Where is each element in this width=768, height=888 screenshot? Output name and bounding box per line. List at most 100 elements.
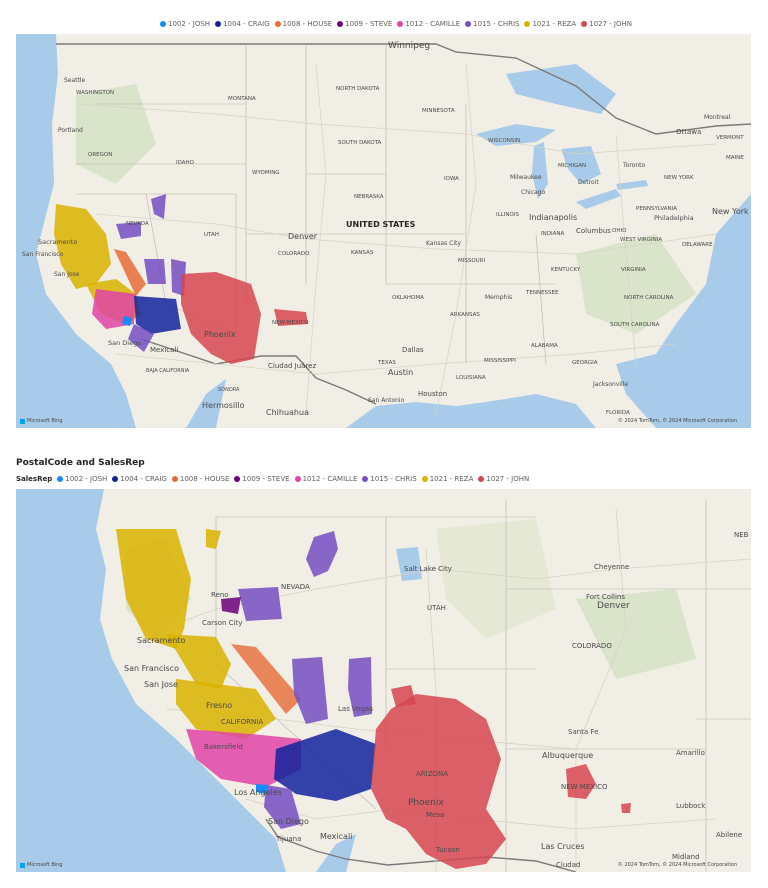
region-john[interactable] (274, 309, 308, 326)
map-canvas: Salt Lake City NEVADA Cheyenne NEB Fort … (16, 489, 751, 872)
label-united-states: UNITED STATES (346, 220, 416, 229)
legend-item-house[interactable]: 1008 - HOUSE (274, 20, 332, 28)
legend-dot-icon (337, 21, 344, 27)
lake-winnipeg-region (506, 64, 616, 114)
region-camille[interactable] (186, 729, 301, 787)
region-chris[interactable] (128, 324, 154, 352)
label-kansas-city: Kansas City (426, 240, 461, 247)
legend-item-house[interactable]: 1008 - HOUSE (171, 475, 229, 483)
label-milwaukee: Milwaukee (510, 174, 542, 181)
legend-item-camille[interactable]: 1012 - CAMILLE (397, 20, 460, 28)
map-us-overview[interactable]: Winnipeg Seattle WASHINGTON MONTANA NORT… (16, 34, 751, 428)
label-san-diego: San Diego (108, 339, 141, 347)
label-cheyenne: Cheyenne (594, 563, 629, 571)
region-reza[interactable] (166, 634, 231, 689)
label-ciudad: Ciudad (556, 861, 580, 869)
label-ottawa: Ottawa (676, 128, 701, 136)
label-nebraska: NEBRASKA (354, 194, 384, 200)
chart-title: PostalCode and SalesRep (16, 458, 145, 468)
label-reno: Reno (211, 591, 229, 599)
region-chris[interactable] (292, 657, 328, 724)
label-columbus: Columbus (576, 227, 611, 235)
label-iowa: IOWA (444, 176, 459, 182)
region-reza[interactable] (54, 204, 111, 289)
sales-regions (54, 194, 308, 364)
lake-ontario (616, 180, 648, 190)
label-carson-city: Carson City (202, 619, 242, 627)
label-denver: Denver (597, 601, 630, 611)
label-virginia: VIRGINIA (621, 267, 646, 273)
legend-item-camille[interactable]: 1012 - CAMILLE (294, 475, 357, 483)
label-nevada: NEVADA (281, 583, 310, 591)
legend-item-craig[interactable]: 1004 - CRAIG (112, 475, 167, 483)
region-josh[interactable] (256, 784, 268, 794)
label-winnipeg: Winnipeg (388, 41, 430, 51)
label-maine: MAINE (726, 155, 744, 161)
label-mexicali: Mexicali (320, 832, 352, 841)
label-memphis: Memphis (485, 294, 512, 301)
region-reza[interactable] (116, 529, 191, 649)
label-san-francisco: San Francisco (124, 664, 179, 673)
pacific-ocean (16, 34, 136, 428)
legend-dot-icon (362, 476, 369, 482)
region-craig[interactable] (134, 296, 181, 334)
region-craig[interactable] (274, 729, 376, 801)
region-steve[interactable] (221, 597, 241, 614)
legend-item-reza[interactable]: 1021 - REZA (524, 20, 576, 28)
legend-item-steve[interactable]: 1009 - STEVE (337, 20, 392, 28)
legend-item-john[interactable]: 1027 - JOHN (478, 475, 529, 483)
region-chris[interactable] (238, 587, 282, 621)
state-borders (76, 44, 556, 365)
region-john[interactable] (181, 272, 261, 364)
label-south-dakota: SOUTH DAKOTA (338, 140, 382, 146)
microsoft-logo-icon (20, 418, 25, 424)
label-hermosillo: Hermosillo (202, 401, 245, 410)
label-midland: Midland (672, 853, 700, 861)
label-lubbock: Lubbock (676, 802, 706, 810)
label-colorado: COLORADO (278, 251, 310, 257)
legend-item-john[interactable]: 1027 - JOHN (581, 20, 632, 28)
region-john[interactable] (391, 685, 416, 707)
label-san-jose: San Jose (144, 680, 178, 689)
legend-item-josh[interactable]: 1002 - JOSH (160, 20, 210, 28)
legend-item-chris[interactable]: 1015 - CHRIS (362, 475, 417, 483)
legend-item-craig[interactable]: 1004 - CRAIG (215, 20, 270, 28)
region-chris[interactable] (264, 785, 301, 829)
label-washington: WASHINGTON (76, 90, 114, 96)
label-arkansas: ARKANSAS (450, 312, 480, 318)
legend-item-chris[interactable]: 1015 - CHRIS (465, 20, 519, 28)
bottom-legend: SalesRep 1002 - JOSH 1004 - CRAIG 1008 -… (16, 475, 529, 483)
legend-item-steve[interactable]: 1009 - STEVE (234, 475, 290, 483)
bing-logo: Microsoft Bing (20, 862, 63, 868)
region-chris[interactable] (306, 531, 338, 577)
region-chris[interactable] (348, 657, 372, 717)
region-john[interactable] (371, 694, 506, 869)
region-reza[interactable] (176, 679, 276, 739)
region-josh[interactable] (122, 316, 132, 326)
region-chris[interactable] (144, 259, 166, 284)
region-john[interactable] (566, 764, 596, 799)
label-california: CALIFORNIA (221, 718, 263, 726)
label-san-diego: San Diego (268, 817, 309, 826)
label-abilene: Abilene (716, 831, 742, 839)
label-dallas: Dallas (402, 346, 424, 354)
map-southwest-detail[interactable]: Salt Lake City NEVADA Cheyenne NEB Fort … (16, 489, 751, 872)
label-oklahoma: OKLAHOMA (392, 295, 424, 301)
region-house[interactable] (231, 644, 301, 714)
region-reza[interactable] (206, 529, 221, 549)
legend-dot-icon (234, 476, 241, 482)
legend-item-josh[interactable]: 1002 - JOSH (57, 475, 107, 483)
label-idaho: IDAHO (176, 160, 195, 166)
region-chris[interactable] (151, 194, 166, 219)
label-new-york-state: NEW YORK (664, 175, 694, 181)
region-john[interactable] (621, 803, 631, 813)
region-house[interactable] (114, 249, 146, 296)
gulf-of-mexico (346, 394, 596, 428)
label-louisiana: LOUISIANA (456, 375, 486, 381)
legend-item-reza[interactable]: 1021 - REZA (421, 475, 473, 483)
map2-labels: Salt Lake City NEVADA Cheyenne NEB Fort … (124, 531, 749, 869)
label-delaware: DELAWARE (682, 242, 713, 248)
label-portland: Portland (58, 127, 83, 134)
label-new-mexico: NEW MEXICO (561, 783, 608, 791)
region-chris[interactable] (116, 222, 141, 239)
